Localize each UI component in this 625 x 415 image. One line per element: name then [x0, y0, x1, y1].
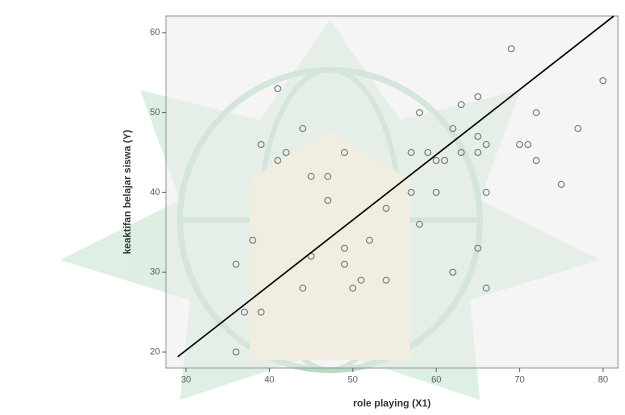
- x-tick-label: 80: [598, 374, 608, 384]
- page: {"chart_data": {"type": "scatter", "x_la…: [0, 0, 625, 415]
- y-tick-label: 40: [150, 187, 160, 197]
- x-axis-title: role playing (X1): [353, 399, 431, 410]
- y-axis-title: keaktifan belajar siswa (Y): [123, 130, 134, 255]
- y-tick-label: 50: [150, 107, 160, 117]
- chart: role playing (X1) keaktifan belajar sisw…: [0, 0, 625, 415]
- x-tick-label: 70: [515, 374, 525, 384]
- y-tick-label: 30: [150, 267, 160, 277]
- plot-area: [166, 16, 618, 368]
- y-tick-label: 20: [150, 346, 160, 356]
- x-tick-label: 60: [431, 374, 441, 384]
- x-tick-label: 50: [348, 374, 358, 384]
- x-tick-label: 40: [264, 374, 274, 384]
- x-tick-label: 30: [181, 374, 191, 384]
- y-tick-label: 60: [150, 27, 160, 37]
